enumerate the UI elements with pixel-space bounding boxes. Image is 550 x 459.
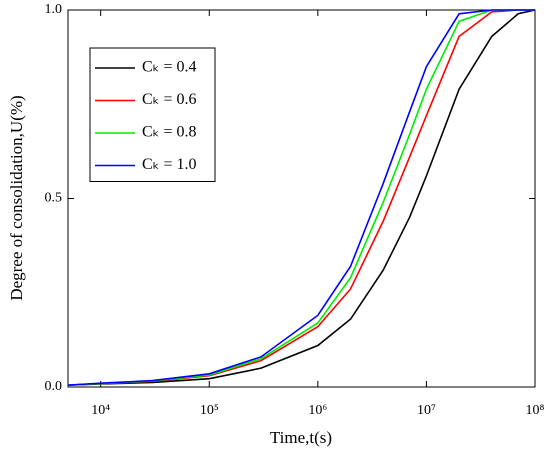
x-tick-label: 10⁴ xyxy=(91,403,110,418)
x-tick-label: 10⁷ xyxy=(417,403,436,418)
y-tick-label: 0.0 xyxy=(45,379,63,394)
y-tick-label: 1.0 xyxy=(45,2,63,17)
x-tick-label: 10⁶ xyxy=(308,403,327,418)
legend-label: Cₖ = 0.8 xyxy=(142,124,197,141)
x-axis-label: Time,t(s) xyxy=(270,428,332,447)
series-line xyxy=(67,9,536,386)
y-axis-label: Degree of consolidation,U(%) xyxy=(7,95,26,300)
legend-box xyxy=(89,47,216,182)
series-line xyxy=(67,9,535,386)
legend-label: Cₖ = 0.6 xyxy=(142,91,197,108)
x-tick-label: 10⁵ xyxy=(200,403,219,418)
x-tick-label: 10⁸ xyxy=(526,403,545,418)
legend-label: Cₖ = 1.0 xyxy=(142,156,197,173)
y-tick-label: 0.5 xyxy=(45,191,63,206)
legend-label: Cₖ = 0.4 xyxy=(142,59,197,76)
